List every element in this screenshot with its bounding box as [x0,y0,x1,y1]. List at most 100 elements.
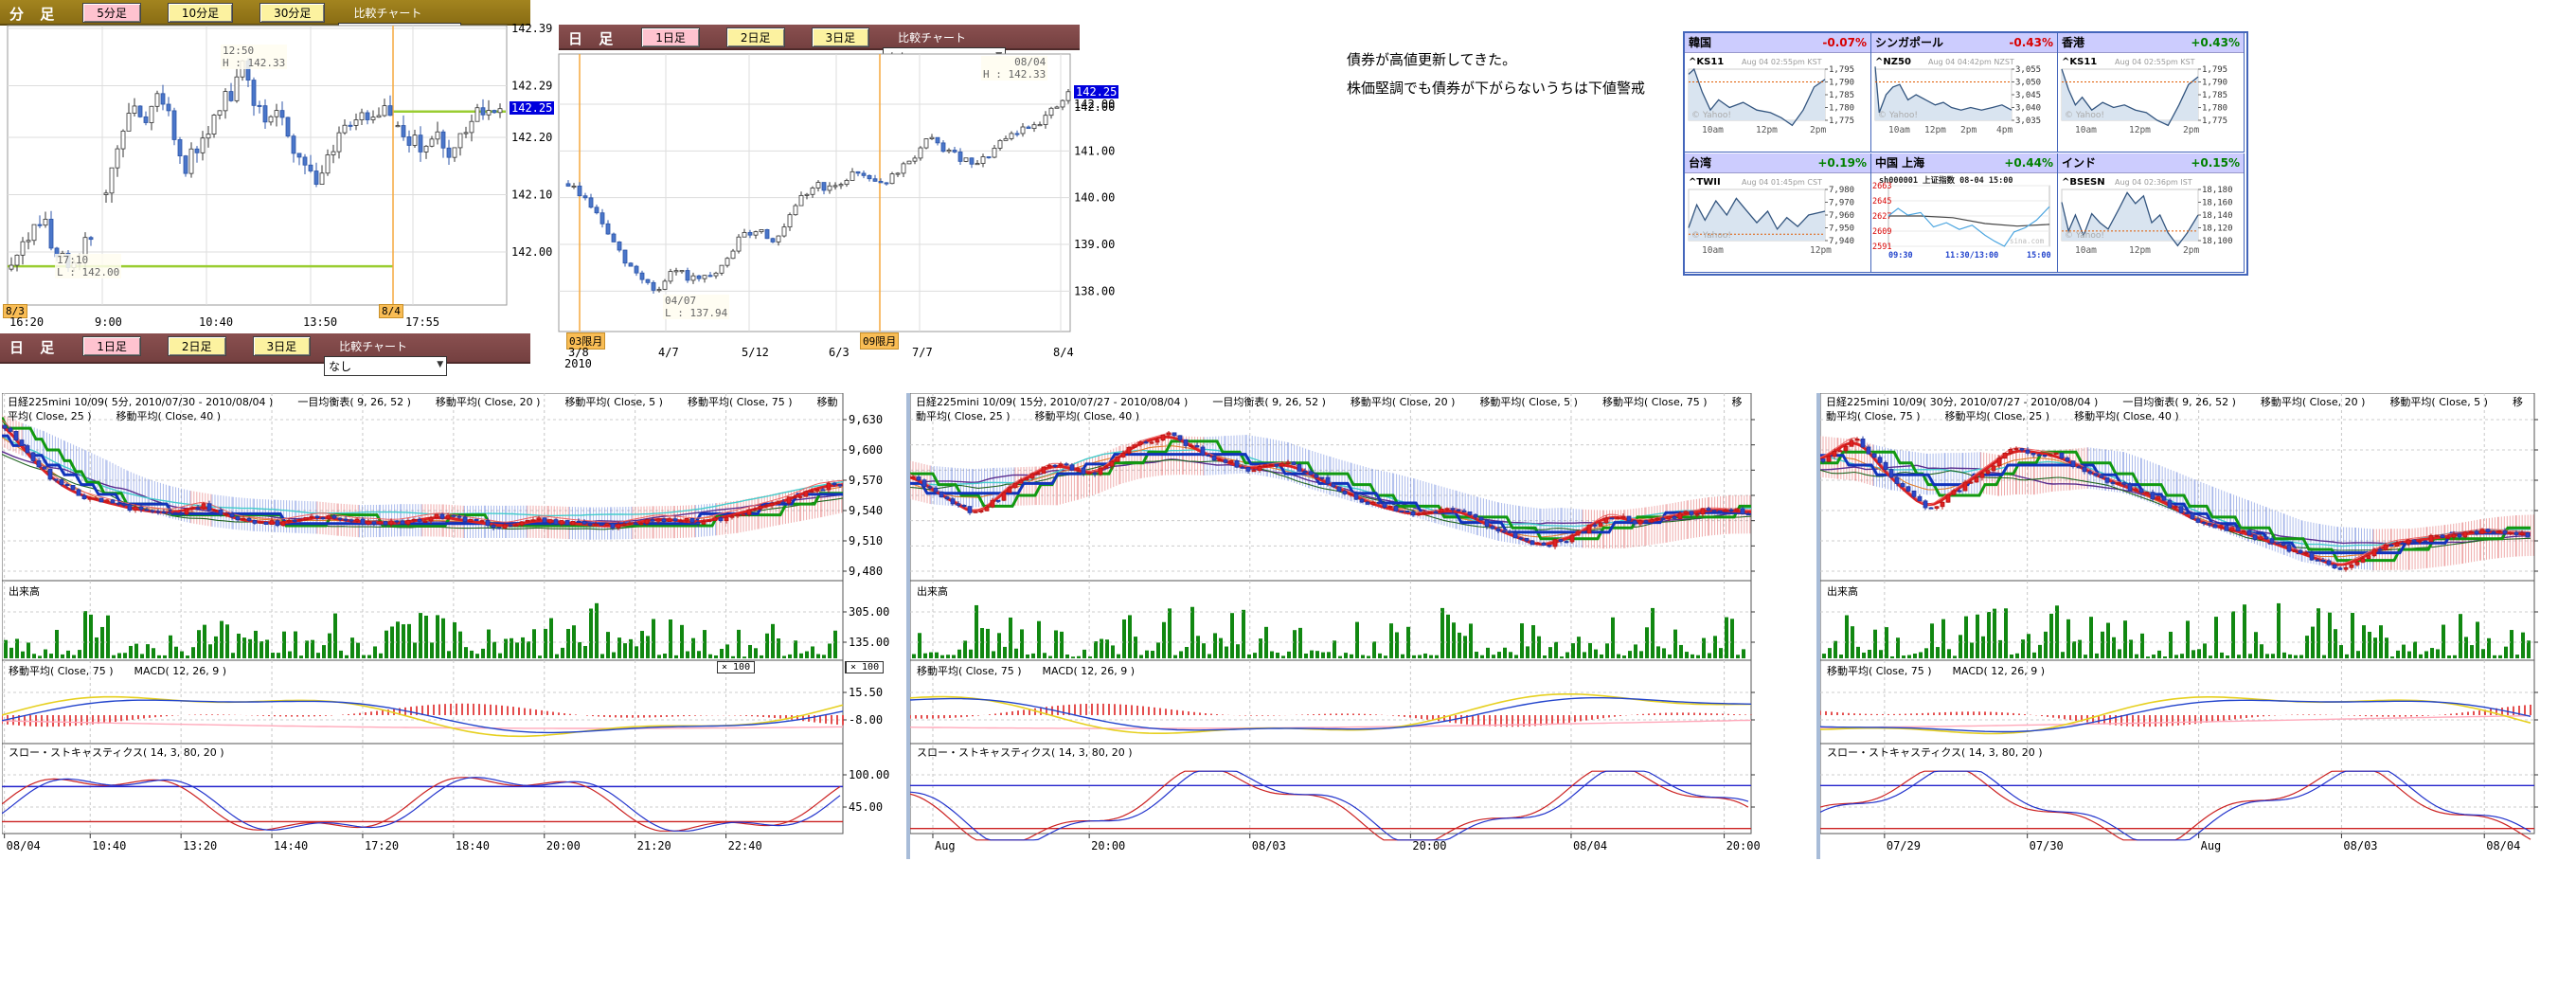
low-marker-label: 04/07 L : 137.94 [663,295,730,319]
mini-y-tick: 18,120 [2202,224,2233,234]
mini-x-tick: 2pm [1810,125,1826,135]
mini-x-tick: 15:00 [2027,251,2051,260]
mini-y-tick: 3,055 [2015,65,2041,75]
x-tick-label: 6/3 [829,346,850,359]
compare-chart-label: 比較チャート [353,7,422,20]
current-price-badge: 142.25 [510,100,555,115]
market-mini-chart: ^KS11 Aug 04 02:55pm KST 1,795 1,790 1,785 1,… [2061,57,2227,135]
macd-section-label: 移動平均( Close, 75 ) MACD( 12, 26, 9 ) [9,665,227,677]
button-1day[interactable]: 1日足 [641,27,700,47]
volume-section-label: 出来高 [917,585,948,598]
market-mini-chart: ^KS11 Aug 04 02:55pm KST 1,795 1,790 1,785 1,… [1688,57,1854,135]
button-10min[interactable]: 10分足 [167,3,234,23]
volume-tick-label: 305.00 [849,605,889,619]
mini-x-tick: 10am [1702,125,1724,135]
high-marker-label: 12:50 H : 142.33 [221,45,288,69]
market-cell-^TWII[interactable]: 台湾 +0.19% ^TWII Aug 04 01:45pm CST 7,980 7,97… [1685,153,1871,273]
macd-tick-label: 15.50 [849,686,883,699]
market-cell-^NZ50[interactable]: シンガポール -0.43% ^NZ50 Aug 04 04:42pm NZST 3,05… [1871,33,2058,153]
price-tick-label: 9,570 [849,474,883,487]
market-name: シンガポール [1875,36,1944,49]
button-5min[interactable]: 5分足 [82,3,141,23]
minute-chart-canvas: 142.39 142.29 142.20 142.10 142.00 [7,22,552,306]
button-2day[interactable]: 2日足 [167,336,226,356]
market-cell-^BSESN[interactable]: インド +0.15% ^BSESN Aug 04 02:36pm IST 18,180 1… [2058,153,2245,273]
session-date-label: 8/3 [3,304,27,318]
mini-y-tick: 18,100 [2202,237,2233,246]
button-3day[interactable]: 3日足 [811,27,870,47]
comment-line-2: 株価堅調でも債券が下がらないうちは下値警戒 [1347,80,1646,97]
nikkei-chart-canvas: 9,7509,7009,6509,6009,5509,500700.00300.… [721,392,2538,852]
market-cell-中国 上海[interactable]: 中国 上海 +0.44% sh000001 上证指数 08-04 15:00 2663… [1871,153,2058,273]
daily-panel-title: 日 足 [568,30,619,47]
x-tick-label: 08/03 [1252,839,1286,852]
svg-text:© Yahoo!: © Yahoo! [2065,111,2104,120]
market-change-pct: +0.44% [2004,156,2053,170]
button-3day[interactable]: 3日足 [252,336,312,356]
market-cell-^KS11[interactable]: 韓国 -0.07% ^KS11 Aug 04 02:55pm KST 1,795 1,79… [1685,33,1871,153]
macd-section-label: 移動平均( Close, 75 ) MACD( 12, 26, 9 ) [1827,665,2046,677]
svg-text:Aug 04 02:55pm KST: Aug 04 02:55pm KST [1742,58,1822,66]
y-tick-label: 139.00 [1074,238,1115,251]
daily-chart[interactable]: 142.00 141.00 140.00 139.00 138.00 142.25 142.… [557,50,1136,372]
x-tick-label: 13:20 [183,839,217,852]
mini-y-tick: 7,940 [1829,237,1854,246]
under-badge-price: 142.00 [1074,99,1116,114]
mini-x-tick: 4pm [1996,125,2012,135]
nikkei-chart-3[interactable]: 9,7509,7009,6509,6009,5509,500700.00300.… [721,392,2576,859]
mini-y-tick: 1,785 [2202,91,2227,100]
y-tick-label: 142.39 [511,24,552,35]
nikkei-chart-2[interactable]: 9,7509,7009,6509,6009,5509,5009,450700.0… [850,392,1817,859]
minute-chart[interactable]: 142.39 142.29 142.20 142.10 142.00 142.25 12:5… [0,22,568,332]
chevron-down-icon: ▼ [437,360,444,369]
year-label: 2010 [564,357,592,370]
market-cell-^KS11[interactable]: 香港 +0.43% ^KS11 Aug 04 02:55pm KST 1,795 1,79… [2058,33,2245,153]
minute-panel-title: 分 足 [9,6,61,23]
mini-x-tick: 10am [1888,125,1910,135]
mini-y-tick: 18,140 [2202,211,2233,221]
x-tick-label: 22:40 [728,839,762,852]
market-cell-header: インド +0.15% [2058,153,2244,173]
x-tick-label: 20:00 [1412,839,1446,852]
mini-x-tick: 10am [2075,125,2097,135]
x-tick-label: 8/4 [1053,346,1074,359]
contract-month-label: 09限月 [860,332,900,350]
nikkei-chart-canvas: 9,630 9,600 9,570 9,540 9,510 9,480 305.00 135.… [0,392,889,852]
svg-text:© Yahoo!: © Yahoo! [2065,231,2104,241]
minute-panel-header: 分 足 5分足 10分足 30分足 比較チャート なし ▼ [0,0,530,43]
mini-x-tick: 12pm [1810,245,1832,256]
nikkei-chart-1[interactable]: 9,630 9,600 9,570 9,540 9,510 9,480 305.00 135.… [0,392,906,859]
stoch-tick-label: 45.00 [849,800,883,814]
mini-y-tick: 18,160 [2202,199,2233,208]
x-tick-label: 08/03 [2343,839,2377,852]
x-tick-label: 13:50 [303,315,338,329]
button-2day[interactable]: 2日足 [725,27,785,47]
x-tick-label: 07/29 [1887,839,1921,852]
stoch-section-label: スロー・ストキャスティクス( 14, 3, 80, 20 ) [917,746,1133,759]
daily-panel2-header: 日 足 1日足 2日足 3日足 比較チャート なし ▼ [0,333,530,376]
mini-y-tick: 1,780 [2202,104,2227,114]
comment-line-1: 債券が高値更新してきた。 [1347,51,1517,68]
asian-markets-grid: 韓国 -0.07% ^KS11 Aug 04 02:55pm KST 1,795 1,79… [1683,31,2248,276]
price-tick-label: 9,510 [849,534,883,547]
daily-panel2-title: 日 足 [9,339,61,356]
price-tick-label: 9,540 [849,504,883,517]
compare-chart-value: なし [329,360,352,373]
svg-text:^KS11: ^KS11 [2062,57,2097,67]
mini-y-tick: 1,775 [1829,117,1854,126]
compare-chart-select[interactable]: なし ▼ [324,356,448,376]
mini-x-tick: 09:30 [1888,251,1913,260]
sina-chart-header: sh000001 上证指数 08-04 15:00 [1879,175,2012,186]
svg-text:^NZ50: ^NZ50 [1875,57,1911,67]
mini-x-tick: 12pm [1924,125,1946,135]
market-cell-header: 香港 +0.43% [2058,33,2244,53]
market-name: 香港 [2062,36,2085,49]
market-change-pct: -0.43% [2009,36,2053,49]
button-30min[interactable]: 30分足 [259,3,326,23]
volume-tick-label: 135.00 [849,636,889,649]
button-1day[interactable]: 1日足 [82,336,141,356]
mini-y-tick: 7,970 [1829,199,1854,208]
mini-y-tick: 1,785 [1829,91,1854,100]
x-tick-label: 08/04 [7,839,41,852]
